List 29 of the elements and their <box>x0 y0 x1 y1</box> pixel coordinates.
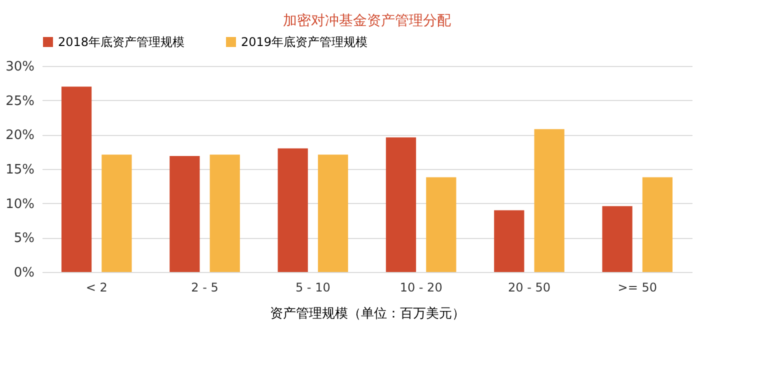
x-tick-label: < 2 <box>86 280 108 294</box>
bar <box>102 154 132 272</box>
bar <box>642 177 673 272</box>
y-tick-label: 30% <box>6 60 34 74</box>
bar <box>61 86 92 272</box>
x-tick-label: 20 - 50 <box>508 280 550 294</box>
y-tick-label: 5% <box>14 231 34 246</box>
bar <box>602 206 632 272</box>
bar <box>534 129 564 272</box>
bar <box>210 154 240 272</box>
y-tick-label: 0% <box>14 266 34 280</box>
legend-label: 2019年底资产管理规模 <box>241 35 368 49</box>
x-tick-label: 5 - 10 <box>295 280 330 294</box>
y-tick-label: 20% <box>6 128 34 144</box>
bar <box>318 154 348 272</box>
chart-title: 加密对冲基金资产管理分配 <box>283 13 451 29</box>
x-tick-label: >= 50 <box>618 280 657 294</box>
y-tick-label: 25% <box>6 94 34 109</box>
legend-label: 2018年底资产管理规模 <box>58 35 185 49</box>
bar <box>494 210 524 272</box>
bar <box>426 177 456 272</box>
x-tick-label: 10 - 20 <box>400 280 442 294</box>
y-tick-label: 10% <box>6 196 34 212</box>
bar <box>386 137 416 272</box>
bar <box>278 148 308 272</box>
bar <box>170 156 200 272</box>
x-tick-label: 2 - 5 <box>191 280 218 294</box>
x-axis-title: 资产管理规模（单位：百万美元） <box>270 306 465 322</box>
y-tick-label: 15% <box>6 162 34 178</box>
